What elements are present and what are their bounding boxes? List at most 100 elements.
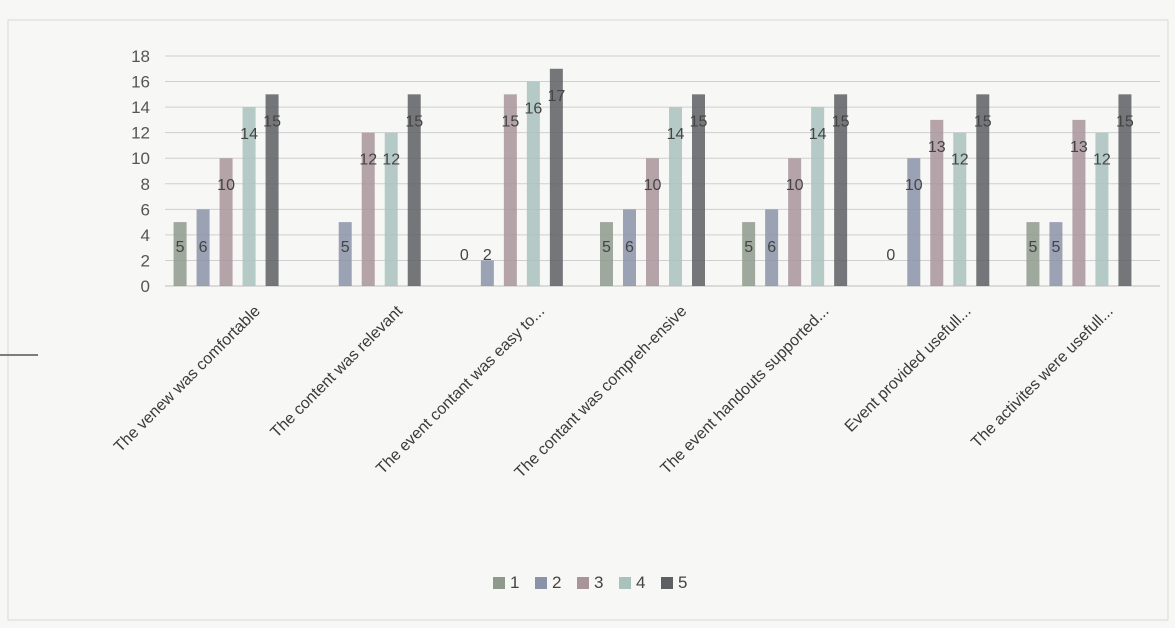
bar — [1072, 119, 1086, 286]
x-category-label: The contant was compreh-ensive — [512, 303, 691, 482]
bar — [1026, 222, 1040, 286]
bars — [173, 68, 1132, 287]
bar — [646, 158, 659, 286]
bar — [265, 94, 279, 286]
data-label: 13 — [1070, 139, 1088, 156]
chart-frame — [7, 19, 1169, 621]
x-category-label: Event provided usefull... — [842, 303, 975, 436]
data-label: 10 — [786, 177, 804, 194]
data-label: 15 — [690, 113, 708, 130]
bar — [242, 107, 256, 286]
data-label: 12 — [382, 152, 400, 169]
legend-swatch — [493, 577, 505, 589]
data-label: 5 — [744, 239, 753, 256]
data-label: 5 — [341, 239, 350, 256]
bar — [623, 209, 636, 286]
bar — [526, 81, 540, 286]
data-label: 6 — [625, 239, 634, 256]
data-label: 15 — [263, 113, 281, 130]
data-label: 15 — [832, 113, 850, 130]
bar — [219, 158, 233, 286]
data-label: 0 — [460, 247, 469, 264]
data-label: 6 — [767, 239, 776, 256]
x-category-label: The event handouts supported... — [658, 303, 833, 478]
x-category-label: The venew was comfortable — [111, 303, 264, 456]
bar — [976, 94, 990, 286]
legend: 1 2 3 4 5 — [493, 573, 687, 592]
y-tick-label: 16 — [131, 73, 150, 92]
data-label: 12 — [359, 152, 377, 169]
y-tick-label: 0 — [141, 277, 150, 296]
data-label: 14 — [809, 126, 827, 143]
data-label: 5 — [1028, 239, 1037, 256]
data-label: 13 — [928, 139, 946, 156]
bar — [361, 132, 375, 286]
data-label: 15 — [974, 113, 992, 130]
legend-swatch — [535, 577, 547, 589]
bar — [907, 158, 921, 286]
data-label: 5 — [176, 239, 185, 256]
bar — [600, 222, 613, 286]
bar — [338, 222, 352, 286]
data-label: 6 — [199, 239, 208, 256]
x-category-label: The activites were usefull... — [968, 303, 1116, 451]
bar — [930, 119, 944, 286]
y-tick-label: 14 — [131, 98, 150, 117]
legend-entry: 3 — [594, 573, 603, 592]
data-label: 12 — [1093, 152, 1111, 169]
data-label: 10 — [905, 177, 923, 194]
bar — [1095, 132, 1109, 286]
x-axis-category-labels: The venew was comfortable The content was… — [111, 302, 1117, 481]
data-label: 5 — [602, 239, 611, 256]
data-label: 15 — [1116, 113, 1134, 130]
data-label: 0 — [886, 247, 895, 264]
bar — [1049, 222, 1063, 286]
legend-swatch — [577, 577, 589, 589]
bar — [173, 222, 187, 286]
data-label: 15 — [405, 113, 423, 130]
data-label: 16 — [524, 101, 542, 118]
bar — [196, 209, 210, 286]
x-category-label: The content was relevant — [268, 302, 407, 441]
bar — [669, 107, 682, 286]
legend-entry: 5 — [678, 573, 687, 592]
bar — [407, 94, 421, 286]
data-label: 14 — [240, 126, 258, 143]
bar — [384, 132, 398, 286]
gridlines — [165, 55, 1160, 287]
legend-swatch — [619, 577, 631, 589]
bar — [503, 94, 517, 286]
data-label: 17 — [547, 88, 565, 105]
bar — [692, 94, 705, 286]
legend-entry: 2 — [552, 573, 561, 592]
bar — [953, 132, 967, 286]
bar — [480, 260, 494, 286]
legend-entry: 4 — [636, 573, 645, 592]
y-tick-label: 2 — [141, 251, 150, 270]
data-label: 2 — [483, 247, 492, 264]
legend-swatch — [661, 577, 673, 589]
data-label: 10 — [644, 177, 662, 194]
y-axis-tick-labels: 0 2 4 6 8 10 12 14 16 18 — [131, 47, 150, 296]
legend-entry: 1 — [510, 573, 519, 592]
bar — [549, 68, 563, 287]
y-tick-label: 12 — [131, 124, 150, 143]
y-tick-label: 10 — [131, 149, 150, 168]
data-label: 10 — [217, 177, 235, 194]
bar — [742, 222, 756, 286]
data-label: 14 — [667, 126, 685, 143]
bar — [765, 209, 779, 286]
data-label: 5 — [1051, 239, 1060, 256]
data-label: 15 — [501, 113, 519, 130]
y-tick-label: 18 — [131, 47, 150, 66]
x-category-label: The event contant was easy to... — [373, 303, 548, 478]
bar — [1118, 94, 1132, 286]
y-tick-label: 4 — [141, 226, 150, 245]
data-label: 12 — [951, 152, 969, 169]
bar — [834, 94, 848, 286]
bar — [788, 158, 802, 286]
y-tick-label: 8 — [141, 175, 150, 194]
bar — [811, 107, 825, 286]
